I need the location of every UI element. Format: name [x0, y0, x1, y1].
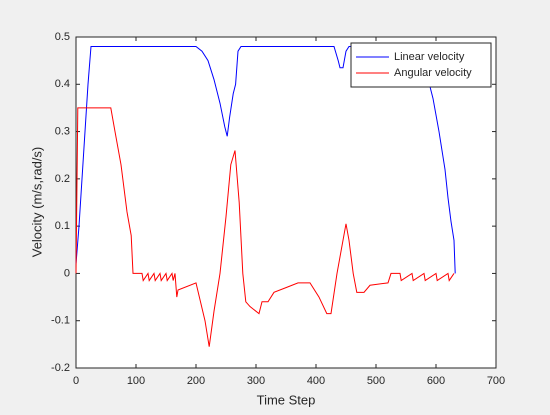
x-tick-label: 700 — [487, 375, 505, 387]
x-tick-label: 500 — [367, 375, 385, 387]
x-tick-label: 400 — [307, 375, 325, 387]
series-line — [75, 107, 455, 347]
y-tick-label: -0.2 — [51, 362, 70, 374]
y-tick-label: 0.3 — [55, 125, 70, 137]
plot-area — [75, 36, 497, 369]
y-tick-label: 0 — [64, 267, 70, 279]
y-tick-label: -0.1 — [51, 315, 70, 327]
legend-box — [350, 42, 492, 88]
legend-label: Angular velocity — [394, 67, 472, 79]
x-tick-label: 300 — [247, 375, 265, 387]
y-tick-label: 0.1 — [55, 220, 70, 232]
legend-label: Linear velocity — [394, 51, 465, 63]
y-tick-label: 0.2 — [55, 173, 70, 185]
x-tick-label: 100 — [127, 375, 145, 387]
y-tick-label: 0.4 — [55, 78, 70, 90]
x-tick-label: 0 — [73, 375, 79, 387]
series-line — [75, 45, 456, 274]
y-tick-label: 0.5 — [55, 31, 70, 43]
x-axis-label: Time Step — [257, 392, 316, 407]
x-tick-label: 200 — [187, 375, 205, 387]
x-tick-label: 600 — [427, 375, 445, 387]
y-axis-label: Velocity (m/s,rad/s) — [29, 147, 44, 258]
